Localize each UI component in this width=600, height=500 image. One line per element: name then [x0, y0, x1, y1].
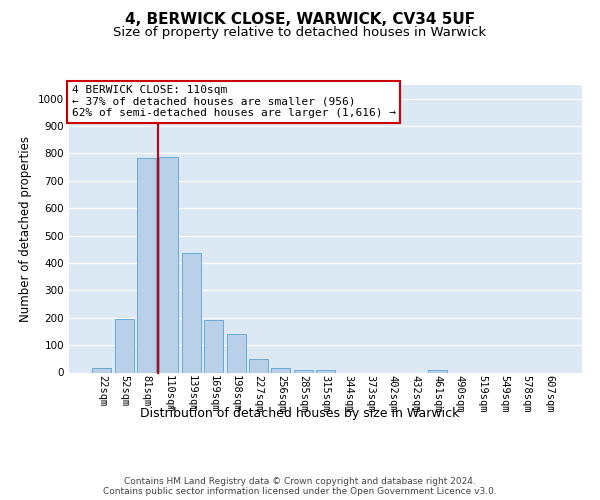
Text: Distribution of detached houses by size in Warwick: Distribution of detached houses by size … — [140, 408, 460, 420]
Bar — [316, 370, 335, 372]
Bar — [137, 158, 156, 372]
Bar — [293, 370, 313, 372]
Bar — [271, 368, 290, 372]
Bar — [160, 156, 178, 372]
Text: Contains HM Land Registry data © Crown copyright and database right 2024.
Contai: Contains HM Land Registry data © Crown c… — [103, 476, 497, 496]
Bar — [428, 370, 447, 372]
Bar — [182, 254, 201, 372]
Y-axis label: Number of detached properties: Number of detached properties — [19, 136, 32, 322]
Bar — [204, 320, 223, 372]
Bar — [227, 334, 245, 372]
Text: Size of property relative to detached houses in Warwick: Size of property relative to detached ho… — [113, 26, 487, 39]
Bar — [92, 368, 112, 372]
Bar — [249, 359, 268, 372]
Bar — [115, 318, 134, 372]
Text: 4, BERWICK CLOSE, WARWICK, CV34 5UF: 4, BERWICK CLOSE, WARWICK, CV34 5UF — [125, 12, 475, 28]
Text: 4 BERWICK CLOSE: 110sqm
← 37% of detached houses are smaller (956)
62% of semi-d: 4 BERWICK CLOSE: 110sqm ← 37% of detache… — [71, 85, 395, 118]
